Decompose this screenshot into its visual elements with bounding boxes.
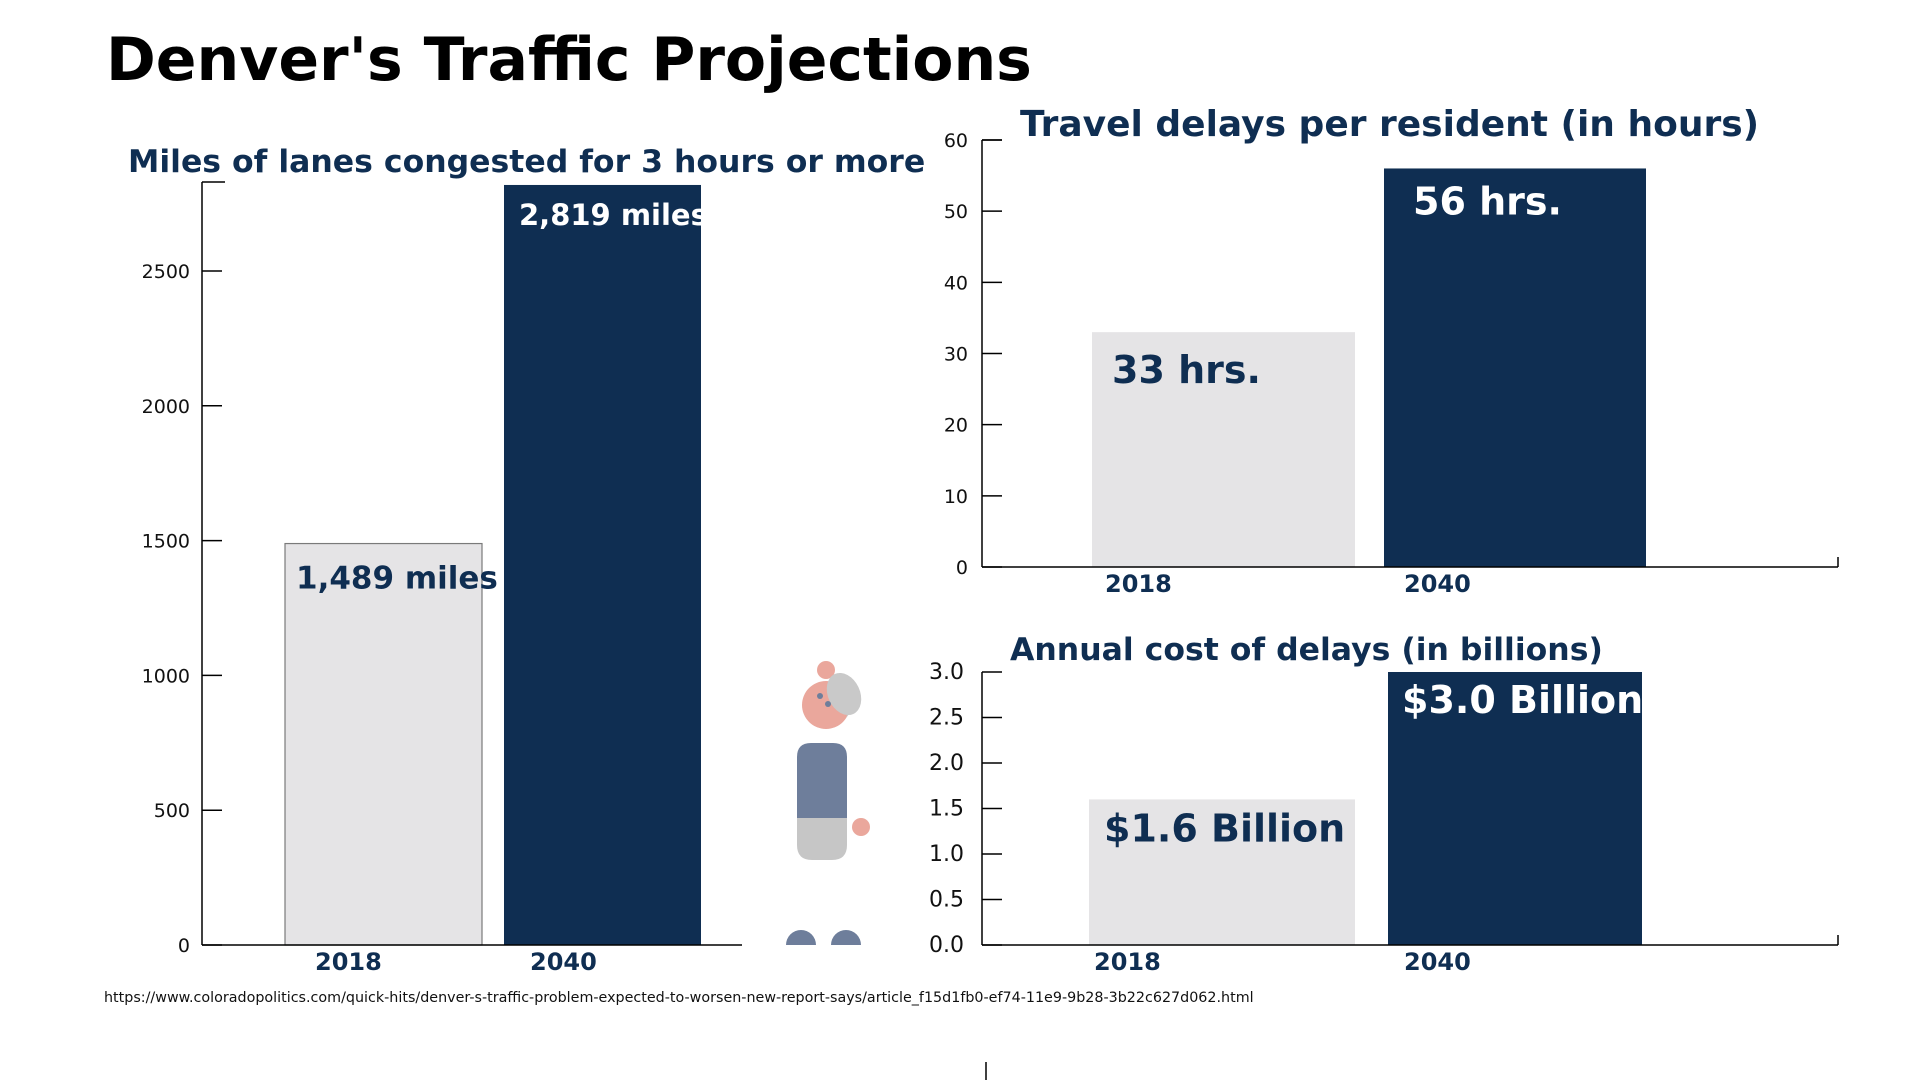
bar-2018 [284, 542, 483, 946]
bar-2018 [1089, 799, 1355, 945]
y-tick-label: 40 [944, 272, 968, 294]
chart-title: Annual cost of delays (in billions) [1010, 632, 1603, 668]
y-tick-label: 500 [154, 800, 190, 822]
person-eye [817, 693, 823, 699]
bar-2040 [504, 184, 701, 946]
bar-value-label: $1.6 Billion [1104, 806, 1345, 850]
y-tick-label: 0.5 [929, 888, 964, 913]
x-tick-label: 2018 [1094, 948, 1161, 976]
y-tick-label: 0 [178, 935, 190, 957]
person-bun [817, 661, 835, 679]
bar-value-label: $3.0 Billion [1402, 678, 1643, 722]
y-tick-label: 2.0 [929, 751, 964, 776]
y-tick-label: 2.5 [929, 706, 964, 731]
person-legs [797, 818, 847, 860]
y-tick-label: 60 [944, 130, 968, 152]
person-hair [826, 672, 862, 716]
bar-2040 [1388, 672, 1642, 945]
x-tick-label: 2040 [1404, 570, 1471, 598]
y-tick-label: 30 [944, 344, 968, 366]
chart-title: Travel delays per resident (in hours) [1020, 104, 1759, 145]
x-tick-label: 2018 [1105, 570, 1172, 598]
person-icon [786, 661, 870, 945]
y-tick-label: 1000 [142, 665, 190, 687]
bar-value-label: 33 hrs. [1112, 348, 1261, 392]
y-tick-label: 3.0 [929, 660, 964, 685]
bar-value-label: 1,489 miles [296, 561, 498, 597]
bar-2040 [1384, 168, 1646, 567]
chart-title: Miles of lanes congested for 3 hours or … [128, 144, 925, 180]
chart-travel-delays: Travel delays per resident (in hours) 33 … [944, 104, 1839, 598]
y-tick-label: 1.0 [929, 842, 964, 867]
y-tick-label: 2500 [142, 261, 190, 283]
y-tick-label: 0 [956, 557, 968, 579]
chart-lane-congestion: Miles of lanes congested for 3 hours or … [128, 144, 925, 976]
y-tick-label: 10 [944, 486, 968, 508]
bar-value-label: 56 hrs. [1413, 179, 1562, 223]
y-tick-label: 1.5 [929, 797, 964, 822]
source-url: https://www.coloradopolitics.com/quick-h… [104, 990, 1254, 1006]
y-tick-label: 2000 [142, 396, 190, 418]
y-tick-label: 20 [944, 415, 968, 437]
person-foot [831, 930, 861, 945]
person-torso [797, 743, 847, 818]
chart-annual-cost: Annual cost of delays (in billions) $1.6 … [929, 632, 1839, 976]
person-eye [825, 701, 831, 707]
x-tick-label: 2018 [315, 948, 382, 976]
x-tick-label: 2040 [1404, 948, 1471, 976]
y-tick-label: 1500 [142, 531, 190, 553]
person-hand [852, 818, 870, 836]
x-tick-label: 2040 [530, 948, 597, 976]
bar-2018 [1092, 332, 1355, 567]
bar-value-label: 2,819 miles [519, 198, 708, 232]
person-foot [786, 930, 816, 945]
page-title: Denver's Traffic Projections [106, 25, 1032, 95]
y-tick-label: 50 [944, 201, 968, 223]
y-tick-label: 0.0 [929, 933, 964, 958]
